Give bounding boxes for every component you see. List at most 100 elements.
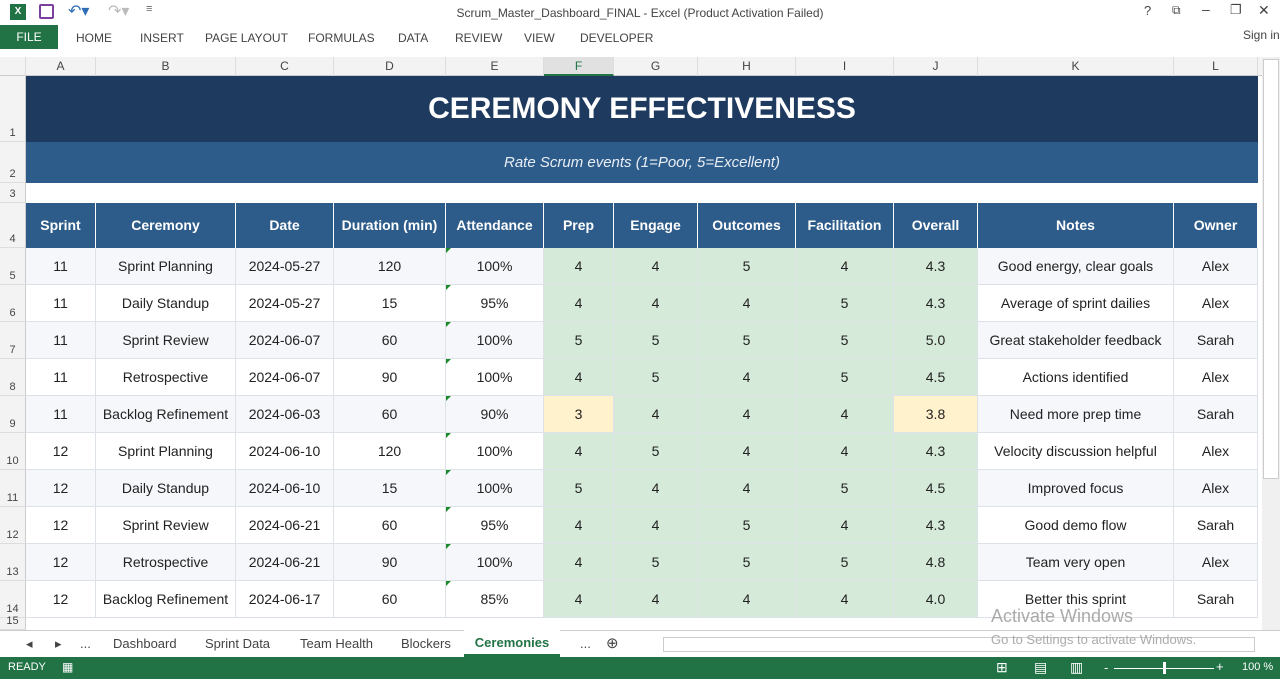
table-cell[interactable]: Daily Standup bbox=[96, 285, 236, 322]
table-cell[interactable]: 4 bbox=[698, 396, 796, 433]
table-cell[interactable]: Backlog Refinement bbox=[96, 581, 236, 618]
table-cell[interactable]: Sarah bbox=[1174, 322, 1258, 359]
row-header-10[interactable]: 10 bbox=[0, 433, 26, 470]
column-header-K[interactable]: K bbox=[978, 57, 1174, 76]
tab-insert[interactable]: INSERT bbox=[140, 31, 184, 45]
table-cell[interactable]: 4 bbox=[698, 581, 796, 618]
table-cell[interactable]: 2024-06-21 bbox=[236, 544, 334, 581]
table-cell[interactable]: 5 bbox=[698, 322, 796, 359]
table-cell[interactable]: 3.8 bbox=[894, 396, 978, 433]
table-cell[interactable]: 12 bbox=[26, 470, 96, 507]
tab-page-layout[interactable]: PAGE LAYOUT bbox=[205, 31, 288, 45]
select-all[interactable] bbox=[0, 57, 26, 76]
table-cell[interactable]: 4 bbox=[614, 470, 698, 507]
macro-record-icon[interactable]: ▦ bbox=[62, 660, 74, 674]
table-cell[interactable]: Alex bbox=[1174, 470, 1258, 507]
table-cell[interactable]: Alex bbox=[1174, 544, 1258, 581]
table-cell[interactable]: Velocity discussion helpful bbox=[978, 433, 1174, 470]
table-cell[interactable]: 60 bbox=[334, 581, 446, 618]
table-cell[interactable]: Alex bbox=[1174, 359, 1258, 396]
table-cell[interactable]: 4 bbox=[544, 248, 614, 285]
table-cell[interactable]: 100% bbox=[446, 322, 544, 359]
table-cell[interactable]: Need more prep time bbox=[978, 396, 1174, 433]
table-cell[interactable]: Team very open bbox=[978, 544, 1174, 581]
close-icon[interactable]: ✕ bbox=[1258, 2, 1270, 18]
table-cell[interactable]: 4.0 bbox=[894, 581, 978, 618]
table-cell[interactable]: 4 bbox=[796, 581, 894, 618]
table-cell[interactable]: 4 bbox=[796, 396, 894, 433]
table-cell[interactable]: 4 bbox=[796, 248, 894, 285]
table-cell[interactable]: 12 bbox=[26, 544, 96, 581]
table-cell[interactable]: 12 bbox=[26, 581, 96, 618]
table-cell[interactable]: 90 bbox=[334, 359, 446, 396]
table-cell[interactable]: Sprint Planning bbox=[96, 433, 236, 470]
table-cell[interactable]: 5 bbox=[796, 322, 894, 359]
row-header-9[interactable]: 9 bbox=[0, 396, 26, 433]
row-header-4[interactable]: 4 bbox=[0, 203, 26, 248]
column-header-A[interactable]: A bbox=[26, 57, 96, 76]
table-cell[interactable]: 4 bbox=[698, 470, 796, 507]
save-icon[interactable] bbox=[39, 4, 54, 19]
table-cell[interactable]: 4 bbox=[614, 396, 698, 433]
more-sheets-right[interactable]: ... bbox=[580, 636, 591, 651]
column-header-C[interactable]: C bbox=[236, 57, 334, 76]
row-header-5[interactable]: 5 bbox=[0, 248, 26, 285]
table-cell[interactable]: 15 bbox=[334, 285, 446, 322]
row-header-15[interactable]: 15 bbox=[0, 615, 26, 630]
table-cell[interactable]: 5 bbox=[698, 544, 796, 581]
minimize-icon[interactable]: – bbox=[1202, 1, 1210, 17]
row-header-2[interactable]: 2 bbox=[0, 142, 26, 183]
table-cell[interactable]: 4 bbox=[544, 433, 614, 470]
ribbon-display-icon[interactable]: ⧉ bbox=[1172, 3, 1181, 17]
table-cell[interactable]: 2024-06-10 bbox=[236, 433, 334, 470]
table-cell[interactable]: 11 bbox=[26, 248, 96, 285]
vertical-scrollbar[interactable] bbox=[1262, 57, 1280, 630]
table-cell[interactable]: 4 bbox=[698, 285, 796, 322]
table-cell[interactable]: 4 bbox=[614, 581, 698, 618]
table-cell[interactable]: Sprint Planning bbox=[96, 248, 236, 285]
table-cell[interactable]: Actions identified bbox=[978, 359, 1174, 396]
table-cell[interactable]: 5 bbox=[698, 248, 796, 285]
column-header-H[interactable]: H bbox=[698, 57, 796, 76]
tab-formulas[interactable]: FORMULAS bbox=[308, 31, 375, 45]
table-cell[interactable]: 4.5 bbox=[894, 359, 978, 396]
table-cell[interactable]: 12 bbox=[26, 507, 96, 544]
table-cell[interactable]: Sarah bbox=[1174, 507, 1258, 544]
table-cell[interactable]: 4 bbox=[614, 285, 698, 322]
table-cell[interactable]: 100% bbox=[446, 544, 544, 581]
zoom-slider[interactable]: - + bbox=[1104, 659, 1224, 675]
table-cell[interactable]: Backlog Refinement bbox=[96, 396, 236, 433]
tab-view[interactable]: VIEW bbox=[524, 31, 555, 45]
page-break-view-icon[interactable]: ▥ bbox=[1070, 659, 1084, 675]
table-cell[interactable]: 5 bbox=[796, 544, 894, 581]
table-cell[interactable]: 4 bbox=[544, 507, 614, 544]
row-header-13[interactable]: 13 bbox=[0, 544, 26, 581]
table-cell[interactable]: 120 bbox=[334, 248, 446, 285]
table-cell[interactable]: 4.3 bbox=[894, 507, 978, 544]
table-cell[interactable]: Good demo flow bbox=[978, 507, 1174, 544]
table-cell[interactable]: 5 bbox=[544, 470, 614, 507]
table-cell[interactable]: 85% bbox=[446, 581, 544, 618]
table-cell[interactable]: 4.5 bbox=[894, 470, 978, 507]
table-cell[interactable]: 5 bbox=[698, 507, 796, 544]
table-cell[interactable]: 120 bbox=[334, 433, 446, 470]
table-cell[interactable]: Alex bbox=[1174, 248, 1258, 285]
table-cell[interactable]: 4 bbox=[698, 359, 796, 396]
add-sheet-icon[interactable]: ⊕ bbox=[606, 635, 619, 652]
table-cell[interactable]: 4 bbox=[614, 248, 698, 285]
file-tab[interactable]: FILE bbox=[0, 25, 58, 49]
table-cell[interactable]: 2024-06-03 bbox=[236, 396, 334, 433]
table-cell[interactable]: 5 bbox=[796, 285, 894, 322]
table-cell[interactable]: Sarah bbox=[1174, 581, 1258, 618]
sign-in-link[interactable]: Sign in bbox=[1243, 28, 1280, 42]
table-cell[interactable]: 5 bbox=[614, 359, 698, 396]
table-cell[interactable]: 5 bbox=[796, 359, 894, 396]
tab-review[interactable]: REVIEW bbox=[455, 31, 503, 45]
table-cell[interactable]: 2024-06-21 bbox=[236, 507, 334, 544]
row-header-8[interactable]: 8 bbox=[0, 359, 26, 396]
row-header-11[interactable]: 11 bbox=[0, 470, 26, 507]
table-cell[interactable]: 11 bbox=[26, 396, 96, 433]
normal-view-icon[interactable]: ⊞ bbox=[996, 659, 1008, 675]
table-cell[interactable]: Better this sprint bbox=[978, 581, 1174, 618]
table-cell[interactable]: 5 bbox=[544, 322, 614, 359]
